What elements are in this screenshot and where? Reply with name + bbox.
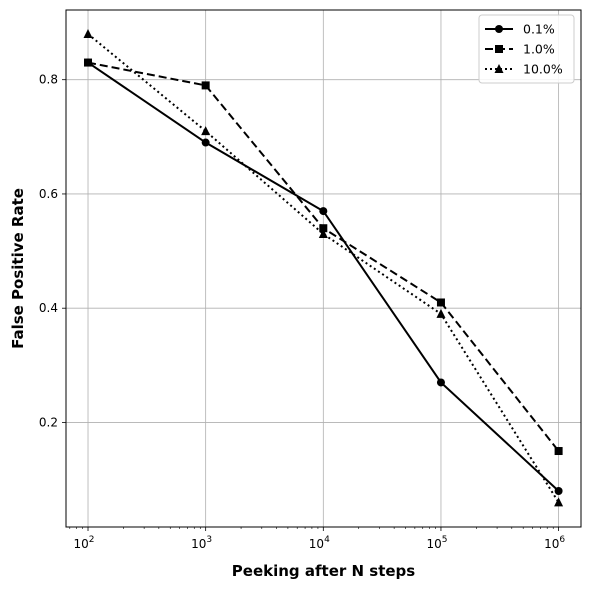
data-point [554, 447, 563, 456]
legend-label: 10.0% [523, 62, 563, 77]
legend-label: 0.1% [523, 22, 555, 37]
x-tick-label: 105 [426, 535, 447, 551]
data-point [84, 58, 93, 67]
data-point [436, 308, 446, 318]
legend-item: 0.1% [485, 22, 555, 37]
y-axis-label: False Positive Rate [9, 188, 27, 349]
legend-label: 1.0% [523, 42, 555, 57]
y-tick-label: 0.2 [39, 415, 58, 429]
axis-ticks: 102 103 104 105 106 0.2 0.4 0.6 0.8 [39, 73, 565, 551]
x-tick-label: 103 [191, 535, 212, 551]
series-lines [83, 28, 564, 507]
series-2 [84, 58, 563, 456]
data-point [318, 228, 328, 238]
data-point [554, 497, 564, 507]
data-point [83, 28, 93, 38]
grid-lines [66, 10, 581, 527]
x-tick-label: 106 [544, 535, 565, 551]
legend-item: 10.0% [485, 62, 563, 77]
legend-marker [495, 25, 503, 33]
x-tick-label: 104 [309, 535, 330, 551]
data-point [319, 207, 328, 216]
data-point [201, 81, 210, 90]
x-axis-label: Peeking after N steps [232, 562, 415, 580]
legend-item: 1.0% [485, 42, 555, 57]
legend: 0.1% 1.0% 10.0% [478, 14, 575, 84]
data-point [201, 126, 211, 136]
y-tick-label: 0.4 [39, 301, 58, 315]
y-tick-label: 0.6 [39, 187, 58, 201]
data-point [436, 298, 445, 307]
legend-marker [495, 45, 503, 53]
data-point [319, 224, 328, 233]
data-point [554, 487, 563, 496]
legend-marker [494, 64, 504, 73]
data-point [436, 378, 445, 387]
x-tick-label: 102 [74, 535, 95, 551]
series-3 [83, 28, 564, 507]
legend-box [478, 14, 575, 84]
data-point [201, 138, 210, 147]
y-tick-label: 0.8 [39, 73, 58, 87]
series-line [87, 33, 560, 503]
